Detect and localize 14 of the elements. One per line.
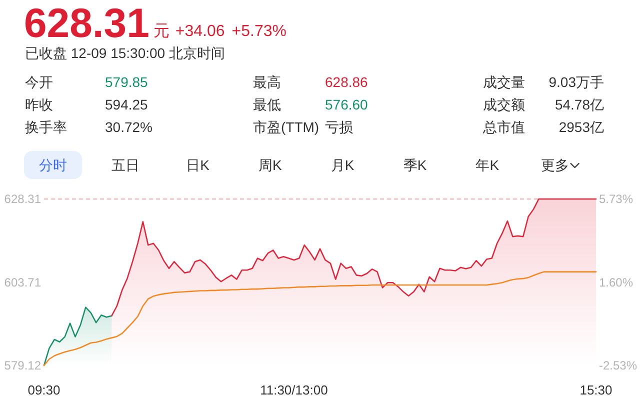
xtick-label: 11:30/13:00 <box>260 382 328 398</box>
y2tick-label: 1.60% <box>599 275 634 290</box>
xtick-label: 09:30 <box>28 382 60 398</box>
y2tick-label: -2.53% <box>599 358 638 373</box>
ytick-label: 603.71 <box>4 275 41 290</box>
ytick-label: 628.31 <box>4 192 41 206</box>
subtitle: 已收盘 12-09 15:30:00 北京时间 <box>25 45 225 61</box>
annotation: +5.73% <box>232 23 287 40</box>
annotation: 元 <box>153 23 170 40</box>
annotation: +34.06 <box>175 23 225 40</box>
y2tick-label: 5.73% <box>599 192 634 206</box>
xtick-label: 15:30 <box>580 382 612 398</box>
ytick-label: 579.12 <box>4 358 41 373</box>
title: 628.31 <box>24 0 150 46</box>
